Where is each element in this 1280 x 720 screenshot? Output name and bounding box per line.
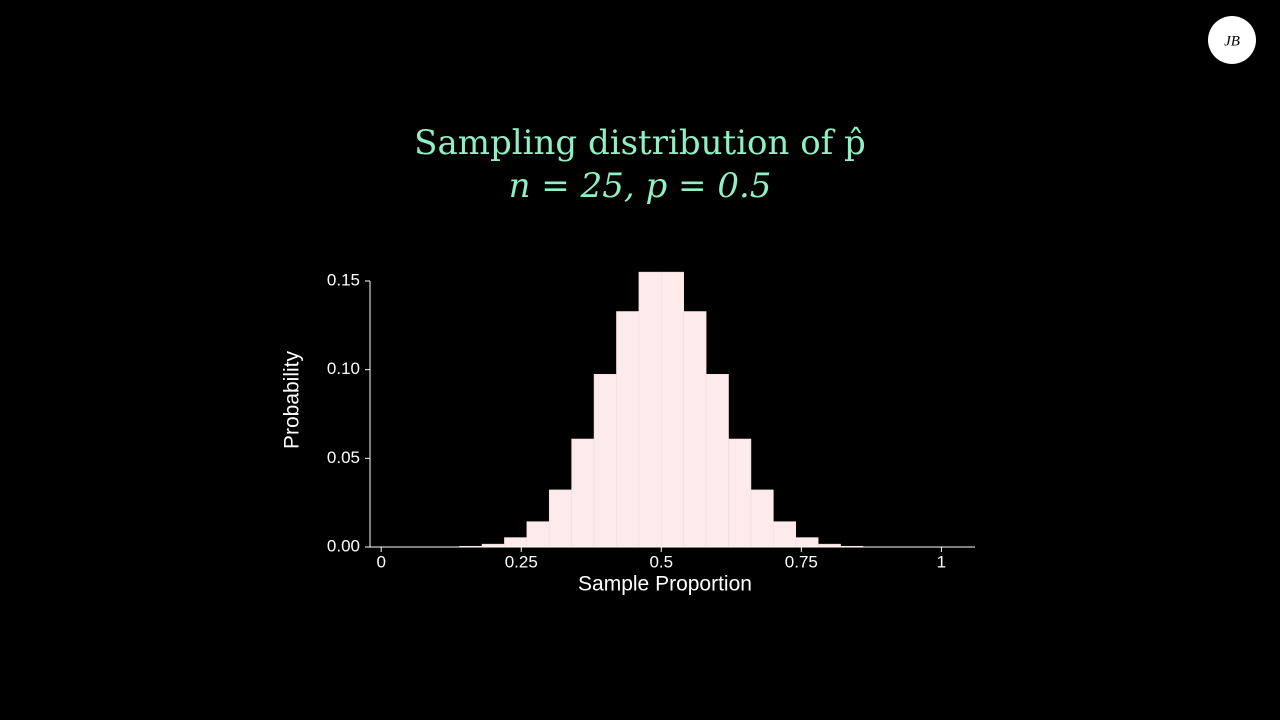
chart-title: Sampling distribution of p̂ — [414, 123, 866, 163]
bar — [660, 271, 685, 548]
logo-circle — [1208, 16, 1256, 64]
x-tick-label: 0 — [376, 552, 385, 571]
x-axis-label: Sample Proportion — [578, 573, 752, 596]
bar — [773, 521, 797, 548]
x-tick-label: 0.25 — [505, 552, 538, 571]
x-tick-label: 0.5 — [649, 552, 673, 571]
bar — [683, 311, 707, 548]
y-tick-label: 0.10 — [327, 359, 360, 378]
bar — [548, 489, 572, 548]
logo: JB — [1208, 16, 1256, 64]
x-tick-label: 0.75 — [785, 552, 818, 571]
y-tick-label: 0.00 — [327, 536, 360, 555]
x-tick-label: 1 — [937, 552, 946, 571]
bar — [504, 537, 528, 548]
bar — [728, 438, 752, 548]
bar — [593, 373, 617, 548]
bar — [526, 521, 550, 548]
bar — [750, 489, 774, 548]
bar — [638, 271, 662, 548]
bar — [571, 438, 595, 548]
bar — [795, 537, 819, 548]
chart-subtitle: n = 25, p = 0.5 — [509, 166, 772, 206]
bar — [616, 311, 640, 548]
logo-text: JB — [1224, 33, 1240, 49]
bar — [705, 373, 729, 548]
y-tick-label: 0.15 — [327, 270, 360, 289]
y-axis-label: Probability — [281, 350, 304, 449]
y-tick-label: 0.05 — [327, 448, 360, 467]
